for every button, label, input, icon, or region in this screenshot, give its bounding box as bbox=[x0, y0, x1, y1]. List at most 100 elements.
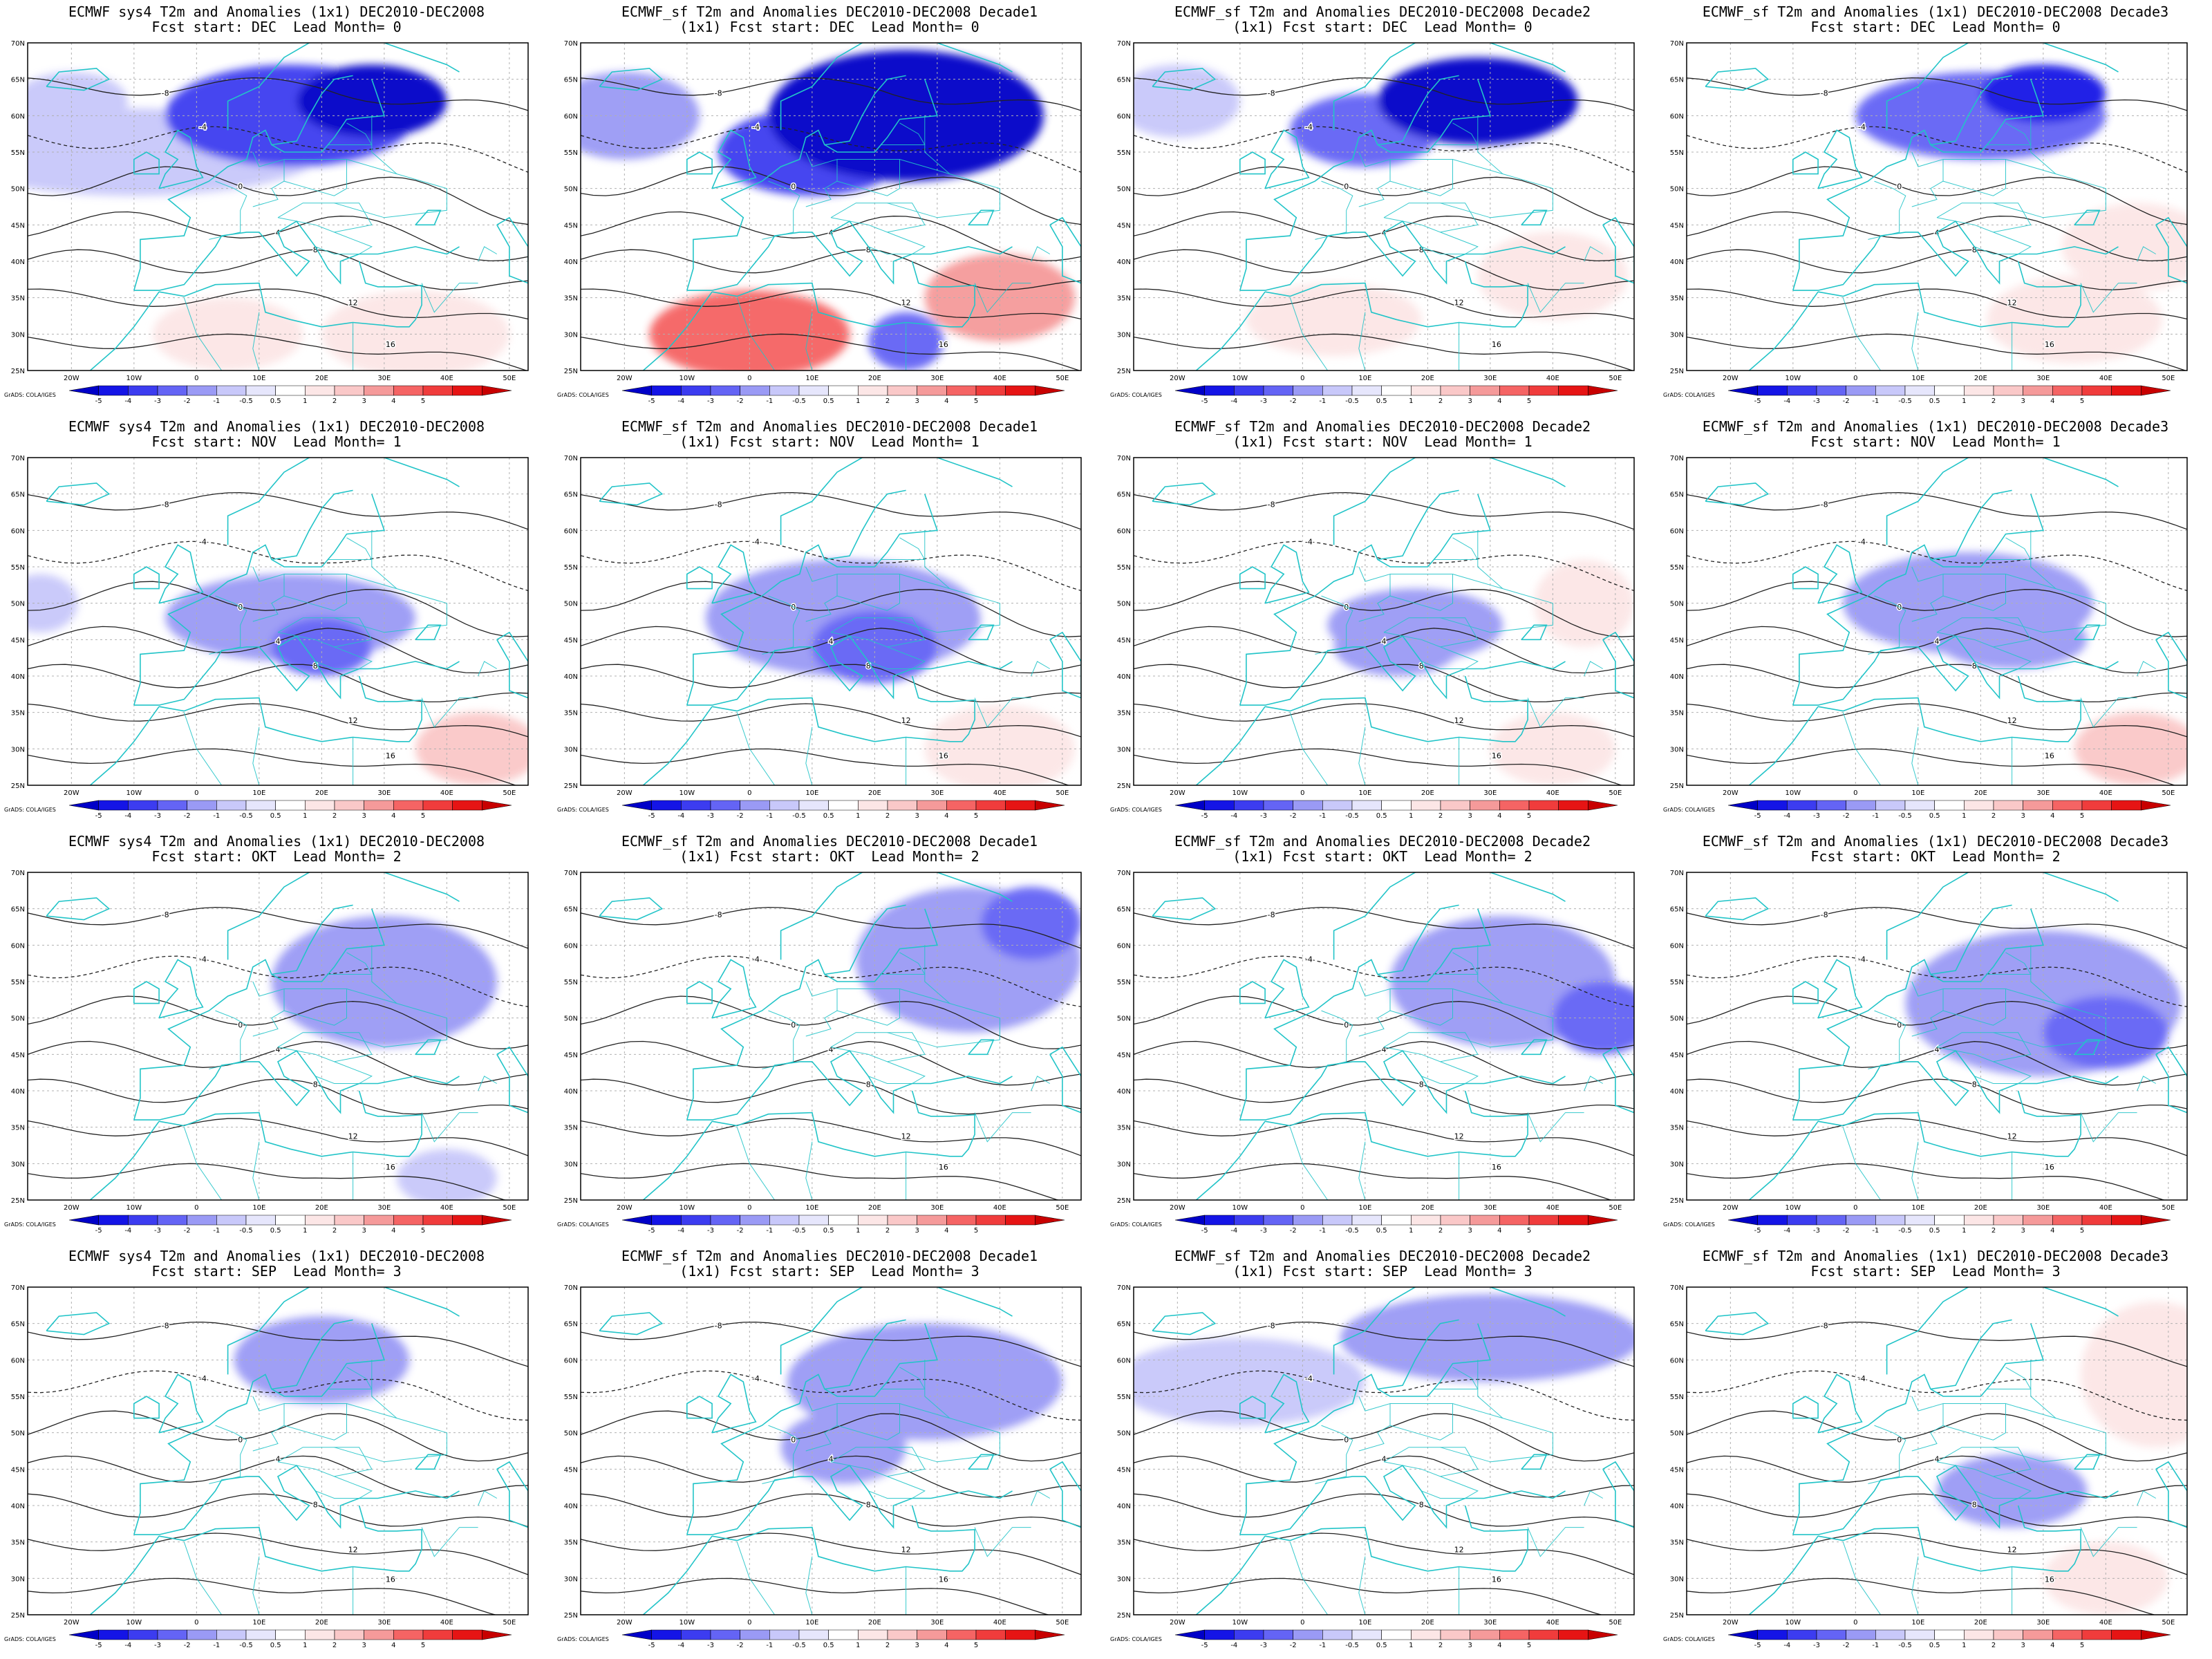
isotherm-label: 8 bbox=[313, 245, 318, 254]
longitude-label: 30E bbox=[2036, 789, 2050, 797]
map-panel-r3-c3: ECMWF_sf T2m and Anomalies DEC2010-DEC20… bbox=[1106, 830, 1659, 1244]
coastline bbox=[1817, 129, 1863, 189]
coastline bbox=[158, 959, 204, 1019]
latitude-label: 65N bbox=[564, 906, 578, 914]
isotherm-line bbox=[28, 748, 517, 785]
anomaly-area bbox=[1134, 1338, 1365, 1426]
map-panel-r1-c2: ECMWF_sf T2m and Anomalies DEC2010-DEC20… bbox=[553, 0, 1106, 415]
colorbar-swatch bbox=[1293, 1215, 1323, 1226]
colorbar-tick-label: 4 bbox=[1497, 1227, 1501, 1235]
country-border bbox=[881, 537, 926, 560]
longitude-label: 50E bbox=[1056, 375, 1069, 382]
colorbar-tick-label: 5 bbox=[1527, 1227, 1531, 1235]
colorbar-swatch bbox=[1234, 1629, 1264, 1640]
longitude-label: 50E bbox=[1056, 789, 1069, 797]
anomaly-area bbox=[28, 297, 134, 341]
latitude-label: 65N bbox=[1117, 77, 1131, 84]
country-border bbox=[1911, 727, 1919, 785]
country-border bbox=[868, 232, 926, 254]
anomaly-area bbox=[415, 712, 528, 785]
colorbar-tick-label: -0.5 bbox=[239, 812, 253, 820]
coastline bbox=[2155, 216, 2187, 284]
colorbar-tick-label: -3 bbox=[154, 1227, 161, 1235]
isotherm-label: -4 bbox=[1858, 538, 1866, 547]
colorbar-tick-label: -5 bbox=[1754, 812, 1761, 820]
coastline bbox=[824, 75, 906, 146]
country-border bbox=[1942, 159, 2006, 196]
map-frame bbox=[1686, 42, 2188, 371]
country-border bbox=[371, 945, 397, 1004]
grads-credit: GrADS: COLA/IGES bbox=[557, 392, 609, 398]
anomaly-area bbox=[1687, 1418, 1756, 1477]
isotherm-line bbox=[1687, 581, 2187, 637]
country-border bbox=[836, 988, 900, 1026]
coastline bbox=[1521, 1039, 1548, 1056]
colorbar-swatch bbox=[1816, 1629, 1846, 1640]
colorbar-swatch bbox=[975, 800, 1006, 811]
coastline bbox=[1705, 897, 1770, 921]
colorbar-swatch bbox=[1035, 1629, 1065, 1640]
country-border bbox=[1868, 595, 1906, 655]
colorbar-tick-label: -4 bbox=[1230, 397, 1237, 405]
colorbar-tick-label: -3 bbox=[707, 397, 714, 405]
longitude-label: 20E bbox=[868, 1619, 881, 1627]
longitude-label: 50E bbox=[2162, 1619, 2175, 1627]
colorbar-swatch bbox=[1263, 1215, 1293, 1226]
isotherm-label: 0 bbox=[1344, 603, 1349, 612]
anomaly-map: -8-4048121670N65N60N55N50N45N40N35N30N25… bbox=[1110, 870, 1635, 1235]
colorbar-tick-label: -2 bbox=[737, 397, 744, 405]
coastline bbox=[496, 1046, 528, 1114]
isotherm-label: 16 bbox=[1492, 1163, 1501, 1172]
longitude-label: 10E bbox=[1358, 1619, 1371, 1627]
map-panel-r3-c4: ECMWF_sf T2m and Anomalies (1x1) DEC2010… bbox=[1659, 830, 2212, 1244]
colorbar-swatch bbox=[245, 1215, 276, 1226]
latitude-label: 30N bbox=[1670, 1161, 1684, 1168]
colorbar-tick-label: 0.5 bbox=[1929, 397, 1940, 405]
colorbar-tick-label: 1 bbox=[1962, 812, 1966, 820]
latitude-label: 35N bbox=[1670, 1125, 1684, 1132]
isotherm-label: 0 bbox=[1344, 1435, 1349, 1444]
colorbar-swatch bbox=[1263, 385, 1293, 396]
longitude-label: 20E bbox=[315, 789, 328, 797]
colorbar-tick-label: 1 bbox=[856, 397, 860, 405]
colorbar-swatch bbox=[364, 800, 394, 811]
colorbar-tick-label: -5 bbox=[1754, 1227, 1761, 1235]
colorbar-swatch bbox=[858, 1215, 888, 1226]
colorbar-swatch bbox=[2023, 800, 2053, 811]
latitude-label: 25N bbox=[564, 782, 578, 790]
coastline bbox=[711, 261, 975, 328]
isotherm-line bbox=[1687, 1118, 2187, 1156]
colorbar-swatch bbox=[1727, 800, 1758, 811]
isotherm-line bbox=[1687, 166, 2187, 225]
panel-title: ECMWF sys4 T2m and Anomalies (1x1) DEC20… bbox=[68, 1248, 485, 1264]
isotherm-label: 16 bbox=[2045, 751, 2054, 760]
country-border bbox=[1974, 232, 2032, 254]
country-border bbox=[1527, 1112, 1584, 1143]
isotherm-line bbox=[28, 541, 528, 592]
country-border bbox=[1911, 1141, 1919, 1200]
colorbar-swatch bbox=[798, 1215, 829, 1226]
isotherm-label: -8 bbox=[1821, 910, 1828, 919]
country-border bbox=[328, 952, 373, 975]
colorbar-swatch bbox=[1411, 1215, 1441, 1226]
colorbar-swatch bbox=[2141, 385, 2171, 396]
isotherm-line bbox=[581, 664, 1081, 703]
colorbar-swatch bbox=[681, 800, 711, 811]
country-border bbox=[762, 1010, 800, 1069]
colorbar-tick-label: -1 bbox=[766, 1642, 773, 1649]
colorbar-swatch bbox=[452, 385, 482, 396]
colorbar-swatch bbox=[98, 1629, 129, 1640]
country-border bbox=[2030, 530, 2056, 589]
colorbar-swatch bbox=[1787, 1629, 1817, 1640]
latitude-label: 65N bbox=[11, 77, 25, 84]
colorbar-tick-label: 0.5 bbox=[1929, 812, 1940, 820]
latitude-label: 40N bbox=[1670, 1088, 1684, 1096]
latitude-label: 35N bbox=[1117, 1539, 1131, 1547]
colorbar-swatch bbox=[798, 800, 829, 811]
colorbar-tick-label: 2 bbox=[332, 397, 337, 405]
colorbar-swatch bbox=[1528, 1215, 1559, 1226]
longitude-label: 20W bbox=[1170, 1204, 1185, 1212]
longitude-label: 40E bbox=[993, 1204, 1006, 1212]
coastline bbox=[2155, 1461, 2187, 1528]
isotherm-label: 12 bbox=[2007, 299, 2017, 308]
